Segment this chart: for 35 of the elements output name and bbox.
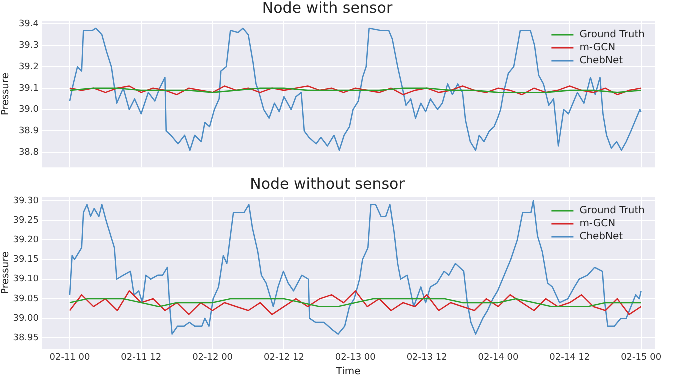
x-tick-label: 02-15 00: [621, 352, 662, 363]
legend-label: ChebNet: [580, 56, 624, 67]
y-tick-label: 39.0: [18, 105, 40, 116]
y-tick-label: 39.00: [13, 314, 40, 324]
legend-label: Ground Truth: [580, 30, 646, 41]
y-tick-label: 39.4: [18, 20, 40, 30]
y-tick-label: 39.15: [13, 255, 39, 266]
y-tick-label: 39.1: [18, 84, 39, 94]
legend-label: m-GCN: [580, 218, 616, 230]
y-axis-title: Pressure: [0, 72, 12, 116]
y-tick-label: 39.25: [13, 216, 39, 226]
y-tick-label: 39.2: [18, 62, 39, 72]
y-axis-title: Pressure: [0, 252, 12, 294]
x-tick-label: 02-14 12: [550, 352, 590, 363]
y-tick-label: 39.20: [13, 235, 40, 246]
x-tick-label: 02-13 12: [406, 352, 448, 363]
y-tick-label: 39.05: [13, 294, 39, 304]
x-tick-label: 02-14 00: [478, 352, 519, 363]
x-tick-label: 02-11 00: [50, 352, 90, 363]
y-tick-label: 39.10: [13, 274, 40, 285]
x-tick-label: 02-11 12: [121, 352, 162, 363]
x-axis-title: Time: [335, 366, 361, 378]
legend-label: Ground Truth: [580, 206, 646, 217]
chart-title: Node with sensor: [262, 0, 394, 17]
y-tick-label: 38.9: [18, 126, 40, 137]
y-tick-label: 39.3: [18, 40, 39, 51]
y-tick-label: 39.30: [13, 196, 40, 206]
y-tick-label: 38.95: [13, 334, 39, 344]
legend-label: ChebNet: [580, 232, 624, 243]
chart-title: Node without sensor: [250, 174, 406, 193]
y-tick-label: 38.8: [18, 148, 40, 158]
x-tick-label: 02-12 12: [264, 352, 304, 363]
x-tick-label: 02-13 00: [335, 352, 376, 363]
legend-label: m-GCN: [580, 42, 616, 54]
x-tick-label: 02-12 00: [192, 352, 234, 363]
